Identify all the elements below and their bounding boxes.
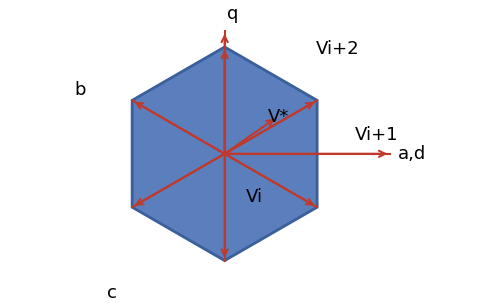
Text: c: c <box>107 284 117 302</box>
Text: Vi+2: Vi+2 <box>315 40 359 58</box>
Polygon shape <box>132 47 317 261</box>
Text: a,d: a,d <box>398 145 426 163</box>
Text: Vi: Vi <box>246 188 263 206</box>
Text: q: q <box>227 6 239 23</box>
Text: V*: V* <box>267 108 289 126</box>
Text: b: b <box>74 81 86 99</box>
Text: Vi+1: Vi+1 <box>355 126 399 144</box>
